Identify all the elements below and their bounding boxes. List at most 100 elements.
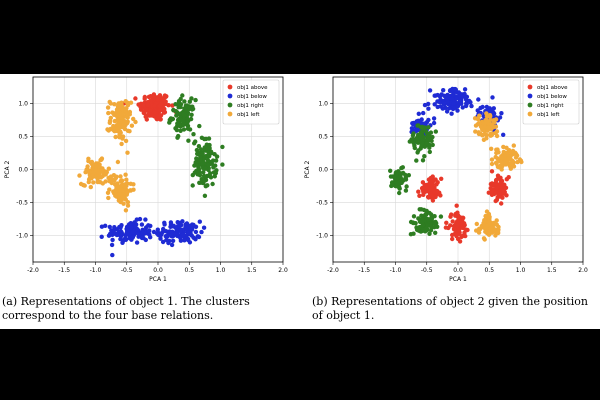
data-point	[107, 231, 113, 237]
axes-frame	[32, 76, 284, 263]
data-point	[413, 221, 418, 226]
data-point	[117, 224, 122, 230]
data-point	[491, 106, 496, 111]
data-point	[423, 226, 429, 231]
caption-a: (a) Representations of object 1. The clu…	[2, 295, 250, 322]
data-point	[426, 135, 432, 140]
data-point	[410, 133, 416, 138]
legend: obj1 above obj1 below obj1 right obj1 left	[222, 79, 280, 125]
data-point	[162, 222, 167, 227]
data-point	[125, 203, 131, 208]
data-point	[499, 201, 504, 206]
data-point	[474, 221, 479, 227]
data-point	[418, 135, 424, 140]
points	[388, 86, 524, 244]
data-point	[160, 239, 166, 245]
data-point	[189, 96, 194, 101]
data-point	[220, 144, 225, 150]
data-point	[484, 114, 490, 119]
data-point	[169, 242, 175, 248]
data-point	[444, 220, 449, 225]
legend-label: obj1 below	[237, 94, 267, 100]
data-point	[455, 108, 460, 113]
data-point	[478, 226, 483, 232]
data-point	[496, 150, 501, 155]
data-point	[393, 177, 398, 182]
series-obj1-below	[99, 216, 207, 258]
data-point	[125, 115, 130, 120]
data-point	[91, 180, 96, 185]
data-point	[202, 178, 207, 184]
data-point	[499, 167, 504, 172]
y-tick-label: 1.0	[318, 100, 328, 107]
data-point	[485, 128, 490, 133]
data-point	[178, 128, 183, 133]
data-point	[185, 123, 191, 129]
data-point	[456, 90, 462, 95]
x-tick-label: -1.5	[58, 267, 70, 274]
data-point	[173, 102, 178, 107]
data-point	[431, 120, 437, 126]
data-point	[426, 125, 431, 130]
data-point	[123, 172, 128, 177]
data-point	[420, 218, 425, 223]
data-point	[450, 219, 455, 224]
data-point	[416, 216, 421, 221]
data-point	[490, 182, 496, 188]
data-point	[437, 100, 442, 105]
data-point	[508, 166, 513, 171]
legend-marker	[527, 84, 533, 90]
data-point	[135, 227, 140, 232]
data-point	[455, 210, 460, 215]
data-point	[120, 240, 125, 245]
data-point	[497, 115, 503, 120]
data-point	[118, 174, 123, 179]
data-point	[202, 148, 208, 153]
data-point	[139, 235, 145, 241]
data-point	[197, 173, 203, 178]
data-point	[452, 87, 458, 93]
data-point	[476, 230, 482, 235]
data-point	[478, 105, 483, 111]
data-point	[109, 242, 115, 248]
data-point	[197, 219, 202, 224]
data-point	[158, 108, 163, 113]
data-point	[457, 239, 463, 244]
data-point	[202, 193, 208, 198]
legend-label: obj1 above	[537, 85, 568, 91]
data-point	[181, 118, 186, 123]
x-axis-label: PCA 1	[149, 276, 167, 283]
data-point	[190, 183, 195, 188]
y-tick-label: 0.0	[18, 167, 28, 174]
scatter-plot-b: -2.0 -1.5 -1.0 -0.5 0.0 0.5 1.0 1.5 2.0 -1.0 -0.5 0…	[304, 76, 588, 283]
x-tick-label: 0.5	[484, 267, 494, 274]
data-point	[494, 129, 500, 134]
data-point	[476, 131, 482, 137]
data-point	[511, 143, 516, 148]
data-point	[493, 198, 498, 204]
data-point	[127, 109, 133, 115]
data-point	[198, 147, 204, 152]
data-point	[430, 174, 435, 179]
data-point	[206, 162, 211, 168]
data-point	[432, 225, 437, 230]
data-point	[473, 123, 479, 128]
x-tick-label: 1.5	[247, 267, 257, 274]
data-point	[133, 96, 138, 101]
data-point	[127, 129, 132, 134]
data-point	[432, 102, 437, 107]
data-point	[462, 87, 468, 92]
data-point	[190, 106, 196, 112]
data-point	[403, 177, 409, 182]
series-obj1-left	[77, 99, 138, 213]
data-point	[500, 155, 505, 161]
series-obj1-above	[122, 92, 179, 122]
data-point	[423, 212, 428, 217]
data-point	[112, 102, 117, 107]
data-point	[83, 170, 88, 175]
data-point	[191, 235, 196, 240]
data-point	[108, 101, 114, 106]
data-point	[430, 134, 435, 140]
legend-box	[522, 79, 580, 125]
legend: obj1 above obj1 below obj1 right obj1 left	[522, 79, 580, 125]
